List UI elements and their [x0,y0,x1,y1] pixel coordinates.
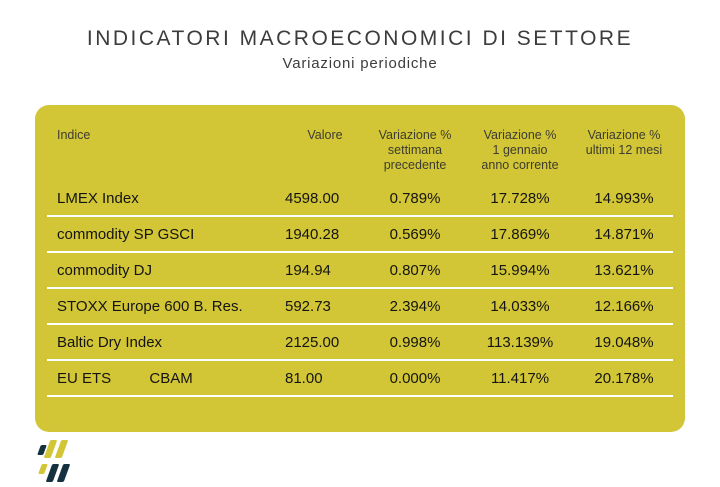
cell-var-12mesi: 20.178% [594,369,654,387]
logo-slash-icon [56,464,70,482]
cell-indice-label-secondary: CBAM [149,369,193,387]
indicators-table-card: Indice Valore Variazione % settimana pre… [35,105,685,432]
macro-indicators-infographic: INDICATORI MACROECONOMICI DI SETTORE Var… [0,27,720,482]
cell-valore: 1940.28 [285,225,340,243]
cell-indice: commodity DJ [57,261,153,279]
cell-var-12mesi: 12.166% [594,297,654,315]
column-header-var-settimana: Variazione % settimana precedente [378,128,452,172]
page-subtitle: Variazioni periodiche [282,55,438,72]
table-row-baltic-dry: Baltic Dry Index 2125.00 0.998% 113.139%… [47,325,673,361]
cell-indice: STOXX Europe 600 B. Res. [57,297,243,315]
cell-var-12mesi: 14.993% [594,189,654,207]
logo-slash-icon [54,440,68,458]
cell-var-settimana: 2.394% [389,297,441,315]
cell-var-anno: 17.728% [490,189,550,207]
logo-slash-icon [38,464,48,474]
cell-indice: EU ETS CBAM [47,370,285,387]
cell-var-settimana: 0.807% [389,261,441,279]
cell-var-anno: 15.994% [490,261,550,279]
cell-var-12mesi: 19.048% [594,333,654,351]
column-header-indice: Indice [57,128,91,142]
cell-var-settimana: 0.789% [389,189,441,207]
cell-indice: LMEX Index [57,189,139,207]
cell-var-12mesi: 14.871% [594,225,654,243]
cell-valore: 81.00 [285,369,323,387]
cell-var-settimana: 0.998% [389,333,441,351]
cell-var-12mesi: 13.621% [594,261,654,279]
cell-var-settimana: 0.569% [389,225,441,243]
cell-var-anno: 11.417% [490,369,550,387]
cell-valore: 2125.00 [285,333,340,351]
cell-indice: commodity SP GSCI [57,225,195,243]
cell-var-anno: 113.139% [486,333,554,351]
table-row-sp-gsci: commodity SP GSCI 1940.28 0.569% 17.869%… [47,217,673,253]
brand-logo [37,439,77,483]
cell-var-anno: 17.869% [490,225,550,243]
cell-valore: 194.94 [285,261,331,279]
cell-var-settimana: 0.000% [389,369,441,387]
cell-valore: 4598.00 [285,189,340,207]
table-row-commodity-dj: commodity DJ 194.94 0.807% 15.994% 13.62… [47,253,673,289]
cell-valore: 592.73 [285,297,331,315]
table-header-row: Indice Valore Variazione % settimana pre… [47,105,673,181]
column-header-var-anno: Variazione % 1 gennaio anno corrente [481,128,559,172]
page-title: INDICATORI MACROECONOMICI DI SETTORE [86,27,634,50]
table-row-stoxx: STOXX Europe 600 B. Res. 592.73 2.394% 1… [47,289,673,325]
cell-indice-label: EU ETS [57,369,112,387]
column-header-var-12mesi: Variazione % ultimi 12 mesi [585,128,663,157]
cell-indice: Baltic Dry Index [57,333,163,351]
table-row-lmex: LMEX Index 4598.00 0.789% 17.728% 14.993… [47,181,673,217]
cell-var-anno: 14.033% [490,297,550,315]
table-row-eu-ets: EU ETS CBAM 81.00 0.000% 11.417% 20.178% [47,361,673,397]
column-header-valore: Valore [307,128,343,142]
page-header: INDICATORI MACROECONOMICI DI SETTORE Var… [0,27,720,72]
